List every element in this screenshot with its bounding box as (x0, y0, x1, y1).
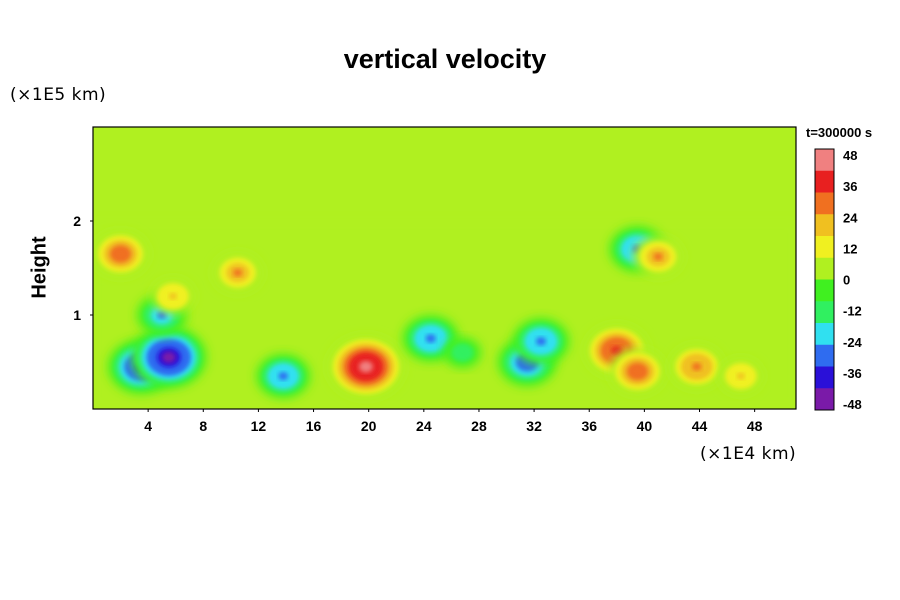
colorbar-segment (815, 214, 834, 237)
heatmap-cell-feature (633, 236, 684, 278)
colorbar-segment (815, 236, 834, 259)
heatmap-contour (425, 334, 436, 343)
colorbar: 48 36 24 12 0 -12 -24 -36 -48 (814, 148, 863, 412)
time-label: t=300000 s (806, 125, 873, 140)
heatmap-contour (535, 337, 547, 346)
heatmap-contour (736, 372, 745, 380)
colorbar-segment (815, 301, 834, 324)
y-tick-label: 1 (73, 307, 81, 323)
heatmap-cell-feature (256, 353, 311, 399)
x-tick-label: 36 (581, 418, 597, 434)
heatmap-contour (632, 367, 643, 376)
colorbar-tick-label: 48 (843, 148, 857, 163)
heatmap-cell-feature (93, 230, 149, 278)
x-tick-label: 16 (306, 418, 322, 434)
colorbar-segment (815, 149, 834, 172)
colorbar-segment (815, 388, 834, 411)
heatmap-cell-feature (719, 358, 763, 395)
colorbar-tick-label: 24 (843, 210, 858, 225)
colorbar-tick-label: -12 (843, 304, 862, 319)
colorbar-tick-label: -24 (843, 335, 863, 350)
colorbar-segment (815, 323, 834, 346)
colorbar-frame (814, 148, 835, 411)
heatmap-contour (359, 361, 373, 373)
colorbar-tick-label: 36 (843, 179, 857, 194)
colorbar-segment (815, 257, 834, 280)
heatmap-cell-feature (443, 337, 482, 369)
heatmap-cell-feature (151, 278, 195, 315)
heatmap-contour (233, 268, 243, 277)
heatmap-contour (169, 292, 177, 300)
heatmap-cell-feature (212, 252, 263, 294)
colorbar-tick-label: -48 (843, 397, 862, 412)
x-tick-label: 12 (251, 418, 267, 434)
y-tick-label: 2 (73, 213, 81, 229)
colorbar-tick-label: -36 (843, 366, 862, 381)
x-tick-label: 44 (692, 418, 708, 434)
colorbar-tick-label: 0 (843, 273, 850, 288)
heatmap-contour (459, 349, 466, 356)
heatmap-contour (162, 351, 176, 363)
heatmap-cell-feature (669, 344, 724, 389)
colorbar-segment (815, 279, 834, 302)
heatmap-contour (653, 253, 663, 261)
x-tick-label: 8 (199, 418, 207, 434)
x-tick-label: 20 (361, 418, 377, 434)
x-tick-label: 48 (747, 418, 763, 434)
colorbar-segment (815, 192, 834, 215)
heatmap-contour (115, 249, 126, 259)
x-tick-label: 4 (144, 418, 152, 434)
heatmap-cell-feature (131, 326, 207, 389)
plot-frame (92, 126, 797, 410)
x-tick-label: 32 (526, 418, 542, 434)
heatmap-cell-feature (512, 318, 570, 365)
colorbar-segment (815, 170, 834, 193)
heatmap-contour (157, 311, 167, 319)
colorbar-segment (815, 344, 834, 367)
x-axis-unit: (×1E4 km) (700, 444, 797, 464)
heatmap-contour (611, 345, 623, 356)
x-tick-label: 24 (416, 418, 432, 434)
heatmap-contour (691, 362, 702, 371)
chart-title: vertical velocity (343, 44, 547, 74)
colorbar-tick-label: 12 (843, 241, 857, 256)
heatmap-contour (278, 372, 289, 381)
y-axis-unit: (×1E5 km) (10, 85, 107, 105)
heatmap-cell-feature (609, 348, 666, 395)
heatmap-cell-feature (327, 335, 405, 399)
x-tick-label: 40 (637, 418, 653, 434)
x-tick-label: 28 (471, 418, 487, 434)
colorbar-segment (815, 366, 834, 389)
heatmap-plot-area (93, 127, 796, 409)
